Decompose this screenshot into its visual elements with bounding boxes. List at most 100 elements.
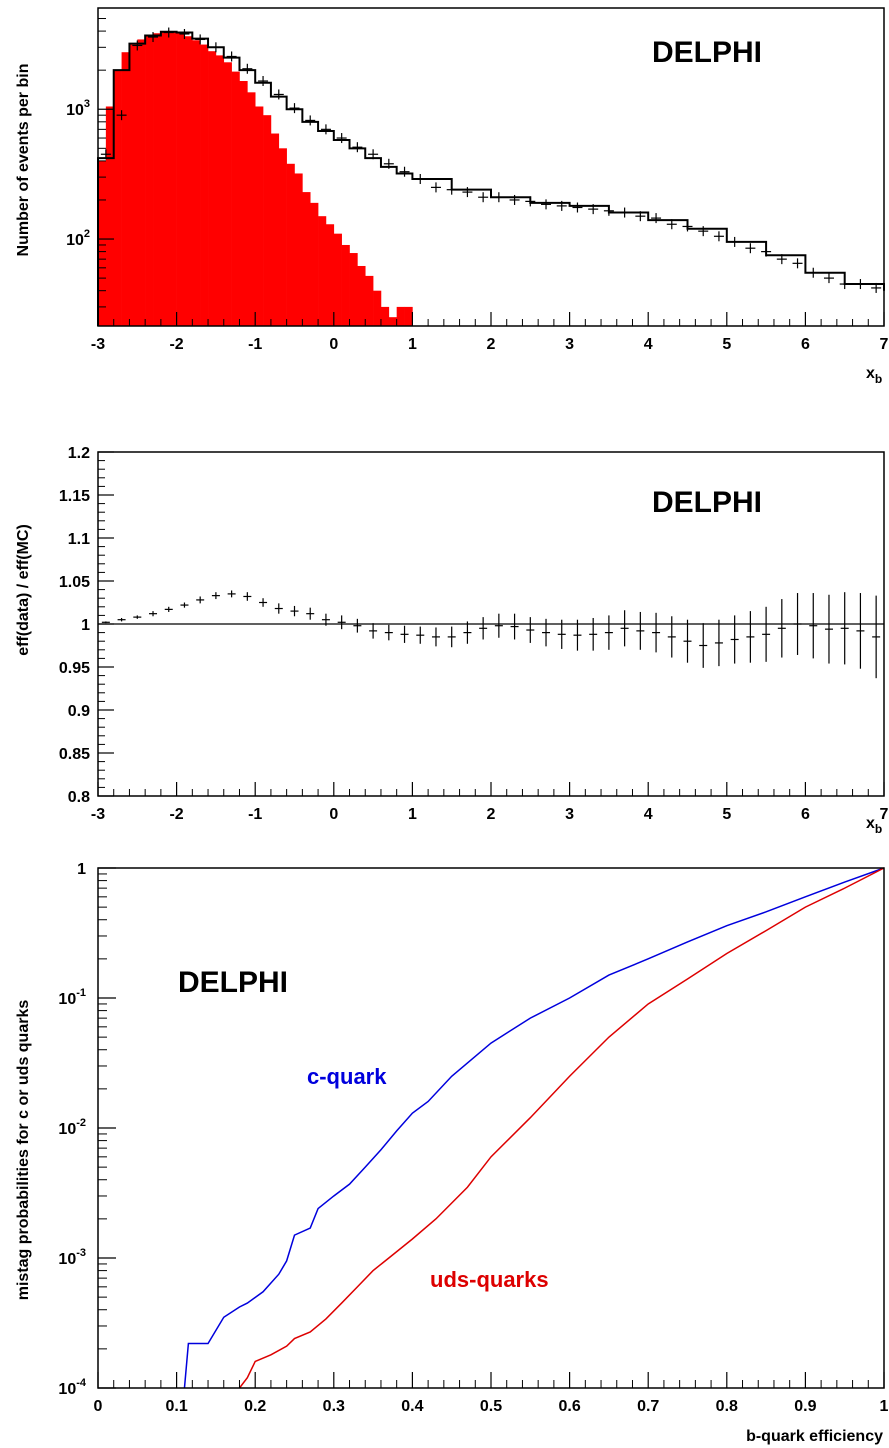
x-tick-label: 4 xyxy=(644,336,653,353)
y-tick-label-exp: -1 xyxy=(76,987,86,999)
y-tick-label-base: 10 xyxy=(66,232,84,249)
red-histogram-bar xyxy=(357,265,366,326)
x-axis-title-main: x xyxy=(866,365,875,382)
y-tick-label-base: 1 xyxy=(77,861,86,878)
x-tick-label-base: 0 xyxy=(329,336,338,353)
x-axis-title-sub: b xyxy=(875,822,882,836)
x-tick-label-base: 0 xyxy=(94,1398,103,1415)
data-points-group xyxy=(100,27,882,293)
x-tick-label-base: 1 xyxy=(408,806,417,823)
y-tick-label-base: 10 xyxy=(66,102,84,119)
mistag-panel: 0 0.1 0.2 0.3 0.4 0.5 0.6 0.7 0.8 0.9 1110-110-210… xyxy=(15,861,889,1445)
x-tick-label-base: 0.7 xyxy=(637,1398,659,1415)
x-axis-title-main: x xyxy=(866,815,875,832)
y-tick-label: 0.9 xyxy=(68,703,90,720)
x-tick-label-base: -2 xyxy=(169,806,183,823)
red-histogram-bar xyxy=(121,52,130,326)
y-tick-label-base: 1.1 xyxy=(68,531,90,548)
x-tick-label-base: 0.1 xyxy=(165,1398,187,1415)
x-tick-label: 1 xyxy=(880,1398,889,1415)
x-tick-label: -1 xyxy=(248,806,262,823)
x-tick-label: 6 xyxy=(801,806,810,823)
x-tick-label-base: 0.9 xyxy=(794,1398,816,1415)
y-tick-label-base: 1 xyxy=(81,617,90,634)
red-histogram-bar xyxy=(333,233,342,326)
x-tick-label-base: 0.6 xyxy=(558,1398,580,1415)
y-tick-label-base: 10 xyxy=(58,1121,76,1138)
red-histogram-bar xyxy=(160,31,170,326)
red-histogram-bar xyxy=(349,253,358,326)
red-histogram-bar xyxy=(325,224,335,326)
x-tick-label: -3 xyxy=(91,336,105,353)
x-tick-label-base: 5 xyxy=(722,806,731,823)
x-tick-label-base: 0.4 xyxy=(401,1398,423,1415)
x-tick-label: 0.6 xyxy=(558,1398,580,1415)
x-tick-label: 0.1 xyxy=(165,1398,187,1415)
x-tick-label: 2 xyxy=(487,336,496,353)
red-histogram-bar xyxy=(105,106,115,326)
c-quark-curve xyxy=(183,867,885,1389)
red-histogram-bar xyxy=(310,202,319,326)
x-tick-label: 0.5 xyxy=(480,1398,502,1415)
red-histogram-bar xyxy=(184,36,193,326)
red-histogram-bar xyxy=(137,39,146,327)
x-tick-label-base: 0.3 xyxy=(323,1398,345,1415)
red-histogram-bar xyxy=(286,163,295,326)
red-histogram-bar xyxy=(129,44,138,327)
x-tick-label: -3 xyxy=(91,806,105,823)
x-tick-label: 1 xyxy=(408,806,417,823)
red-histogram-bar xyxy=(223,62,232,327)
x-tick-label-base: 0 xyxy=(329,806,338,823)
x-tick-label-base: 0.2 xyxy=(244,1398,266,1415)
x-tick-label-base: 6 xyxy=(801,336,810,353)
y-tick-label: 1 xyxy=(81,617,90,634)
red-histogram-bar xyxy=(404,306,413,326)
y-tick-label: 1 xyxy=(77,861,86,878)
y-tick-label: 10-4 xyxy=(58,1377,86,1398)
x-tick-label-base: 7 xyxy=(880,806,889,823)
x-tick-label: 4 xyxy=(644,806,653,823)
x-axis-title-sub: b xyxy=(875,372,882,386)
y-tick-label: 1.15 xyxy=(59,488,90,505)
y-tick-label-base: 0.8 xyxy=(68,789,90,806)
red-histogram-bar xyxy=(341,244,350,326)
y-tick-label-base: 0.85 xyxy=(59,746,90,763)
x-tick-label: 2 xyxy=(487,806,496,823)
y-tick-label: 103 xyxy=(66,98,90,119)
red-histogram-bar xyxy=(380,306,390,326)
red-histogram-bar xyxy=(373,290,382,326)
x-tick-label-base: 3 xyxy=(565,336,574,353)
red-histogram-bar xyxy=(270,133,280,326)
delphi-label: DELPHI xyxy=(652,486,762,519)
x-tick-label: 5 xyxy=(722,336,731,353)
x-tick-label-base: 0.8 xyxy=(716,1398,738,1415)
x-tick-label: 0.7 xyxy=(637,1398,659,1415)
red-histogram-bar xyxy=(318,216,327,326)
red-histogram-bar xyxy=(365,275,374,326)
y-tick-label: 0.8 xyxy=(68,789,90,806)
x-tick-label: -1 xyxy=(248,336,262,353)
y-tick-label: 1.2 xyxy=(68,445,90,462)
x-tick-label: -2 xyxy=(169,336,183,353)
uds-quarks-label: uds-quarks xyxy=(430,1267,549,1292)
x-axis-title: b-quark efficiency xyxy=(746,1428,883,1445)
red-histogram-bar xyxy=(113,70,122,326)
y-tick-label: 10-3 xyxy=(58,1247,86,1268)
x-tick-label: 7 xyxy=(880,336,889,353)
efficiency-ratio-panel: -3 -2 -1 0 1 2 3 4 5 6 7 0.8 0.85 0.9 0.95 1 1.05 1.1 1.15… xyxy=(15,445,889,836)
y-tick-label-base: 1.2 xyxy=(68,445,90,462)
x-tick-label-base: -1 xyxy=(248,806,262,823)
x-tick-label-base: 6 xyxy=(801,806,810,823)
x-tick-label-base: 1 xyxy=(408,336,417,353)
red-histogram-bar xyxy=(239,81,248,326)
y-axis-title: Number of events per bin xyxy=(15,64,32,257)
red-histogram-bar xyxy=(192,40,201,327)
x-tick-label: 0 xyxy=(94,1398,103,1415)
x-tick-label: 6 xyxy=(801,336,810,353)
x-tick-label: 3 xyxy=(565,806,574,823)
red-histogram-bar xyxy=(168,31,177,326)
x-tick-label: 0.2 xyxy=(244,1398,266,1415)
c-quark-label: c-quark xyxy=(307,1064,387,1089)
